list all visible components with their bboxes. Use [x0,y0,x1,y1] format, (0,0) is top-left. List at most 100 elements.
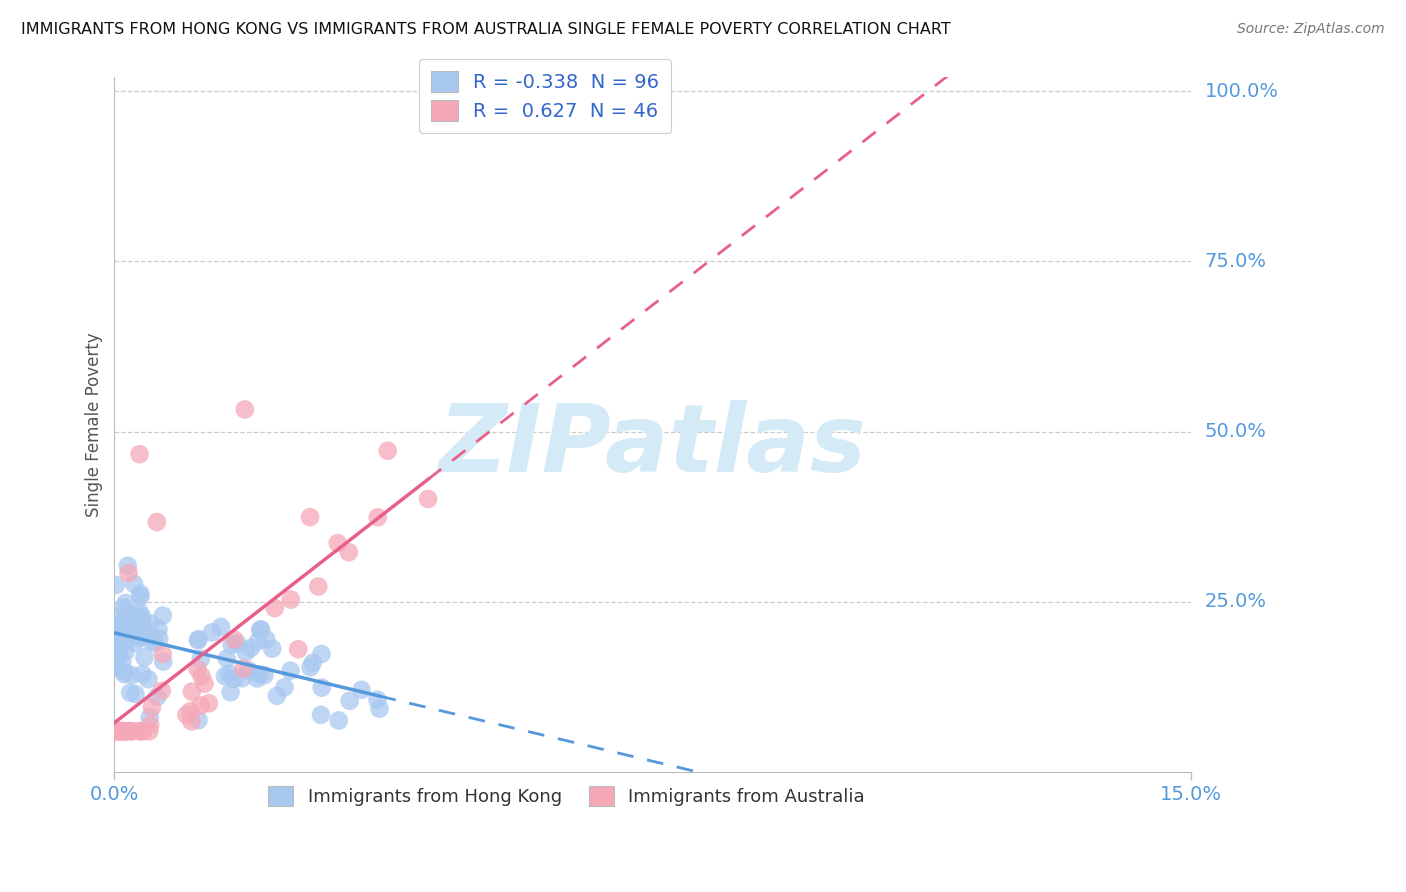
Point [112,622,135,636]
Point [104,578,127,592]
Point [299,660,322,674]
Point [120,686,142,700]
Point [146,690,169,704]
Point [110,625,132,640]
Point [235,645,257,659]
Point [105,648,128,663]
Point [190,652,212,666]
Point [250,623,273,637]
Point [141,700,163,714]
Point [377,443,399,458]
Point [124,636,146,650]
Point [337,545,360,559]
Point [328,714,350,728]
Point [263,601,285,615]
Point [107,640,129,655]
Point [131,609,153,624]
Point [190,669,212,683]
Point [249,623,271,637]
Point [139,616,162,631]
Point [180,714,202,729]
Point [128,724,150,739]
Point [287,642,309,657]
Point [115,627,138,641]
Point [148,632,170,646]
Point [201,625,224,640]
Point [266,689,288,703]
Point [132,629,155,643]
Point [246,672,269,686]
Point [128,631,150,645]
Point [104,628,127,642]
Point [231,671,253,685]
Point [114,622,136,636]
Point [416,491,439,506]
Point [214,669,236,683]
Point [180,684,202,698]
Point [148,622,170,636]
Text: 25.0%: 25.0% [1205,592,1267,611]
Point [139,633,162,648]
Point [105,724,128,739]
Point [146,515,169,529]
Point [110,626,132,640]
Point [138,724,160,739]
Point [366,692,388,706]
Point [253,668,276,682]
Point [138,672,160,686]
Point [105,660,128,674]
Point [232,662,254,676]
Point [273,681,295,695]
Point [176,707,198,722]
Point [307,580,329,594]
Point [117,566,139,580]
Point [215,651,238,665]
Point [115,633,138,648]
Point [131,614,153,628]
Point [104,610,127,624]
Point [124,607,146,622]
Point [128,605,150,619]
Point [112,600,135,615]
Point [240,640,263,655]
Point [280,664,302,678]
Point [326,536,349,550]
Point [105,724,128,739]
Text: Source: ZipAtlas.com: Source: ZipAtlas.com [1237,22,1385,37]
Point [152,608,174,623]
Text: 50.0%: 50.0% [1205,422,1267,441]
Point [187,713,209,727]
Point [254,632,277,647]
Point [129,590,152,604]
Y-axis label: Single Female Poverty: Single Female Poverty [86,333,103,517]
Point [117,558,139,573]
Point [311,681,333,695]
Point [187,632,209,646]
Point [367,510,389,524]
Point [299,510,322,524]
Point [128,447,150,461]
Point [112,724,135,739]
Point [105,724,128,739]
Point [115,615,138,630]
Point [262,641,284,656]
Point [114,645,136,659]
Point [112,724,135,739]
Point [108,639,131,653]
Point [121,724,143,739]
Point [111,656,134,670]
Point [129,587,152,601]
Point [104,636,127,650]
Point [112,667,135,681]
Point [136,629,159,643]
Point [108,724,131,739]
Point [112,631,135,645]
Point [193,676,215,690]
Point [309,707,332,722]
Point [115,724,138,739]
Point [222,672,245,686]
Point [117,627,139,641]
Point [121,668,143,682]
Point [131,615,153,630]
Point [219,685,242,699]
